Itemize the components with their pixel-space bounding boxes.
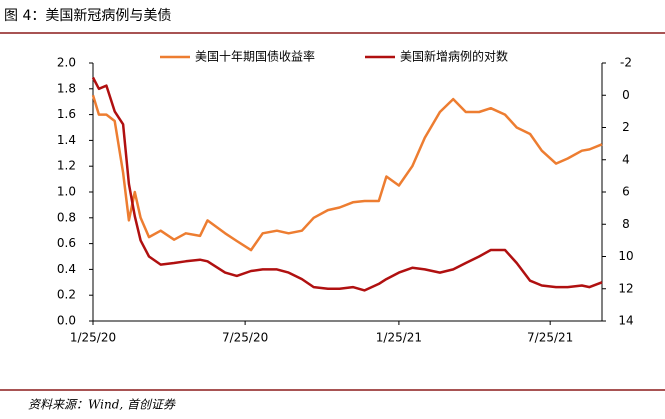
y-tick-label: 0.8 xyxy=(57,210,76,224)
y2-tick-label: 0 xyxy=(622,88,630,102)
y2-tick-label: 8 xyxy=(622,217,630,231)
legend-label: 美国十年期国债收益率 xyxy=(195,49,315,64)
y2-tick-label: 2 xyxy=(622,120,630,134)
y2-tick-label: 4 xyxy=(622,152,630,166)
y-tick-label: 1.2 xyxy=(57,159,76,173)
y-tick-label: 0.6 xyxy=(57,236,76,250)
x-tick-label: 1/25/20 xyxy=(70,331,116,345)
figure-title: 图 4：美国新冠病例与美债 xyxy=(4,8,171,24)
y-tick-label: 2.0 xyxy=(57,56,76,70)
y2-tick-label: -2 xyxy=(620,56,632,70)
x-tick-label: 1/25/21 xyxy=(376,331,422,345)
y2-tick-label: 6 xyxy=(622,185,630,199)
y-tick-label: 0.0 xyxy=(57,314,76,328)
y-tick-label: 1.0 xyxy=(57,185,76,199)
y-tick-label: 1.6 xyxy=(57,107,76,121)
series-line xyxy=(91,76,603,292)
x-tick-label: 7/25/20 xyxy=(222,331,268,345)
y-tick-label: 0.2 xyxy=(57,288,76,302)
series-line xyxy=(91,94,603,252)
legend-label: 美国新增病例的对数 xyxy=(400,49,508,64)
y2-tick-label: 14 xyxy=(618,314,633,328)
y2-tick-label: 12 xyxy=(618,281,633,295)
x-tick-label: 7/25/21 xyxy=(527,331,573,345)
y2-tick-label: 10 xyxy=(618,249,633,263)
source-note: 资料来源：Wind, 首创证券 xyxy=(28,398,176,412)
y-tick-label: 0.4 xyxy=(57,262,76,276)
y-tick-label: 1.4 xyxy=(57,133,76,147)
y-tick-label: 1.8 xyxy=(57,81,76,95)
